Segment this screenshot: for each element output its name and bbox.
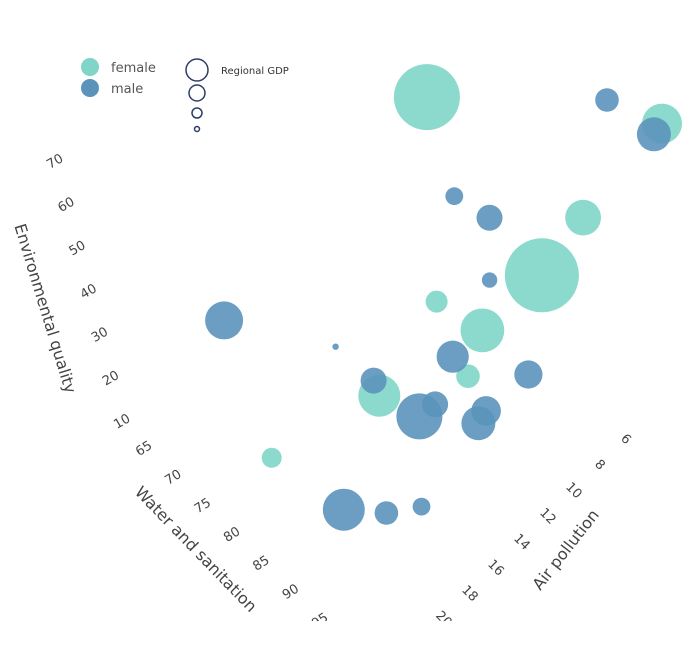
bubble-male-16[interactable] xyxy=(412,497,431,516)
legend-size-sample xyxy=(191,107,203,119)
z-axis-tick-label: 30 xyxy=(89,325,111,346)
bubble-male-8[interactable] xyxy=(514,360,543,389)
y-axis-tick-label: 6 xyxy=(617,431,633,447)
z-axis-tick-label: 50 xyxy=(67,238,89,259)
bubble-male-11[interactable] xyxy=(396,393,443,440)
bubble-female-6[interactable] xyxy=(456,364,480,389)
bubble-female-4[interactable] xyxy=(425,290,448,313)
z-axis-tick-label: 70 xyxy=(44,151,66,172)
legend-size-title: Regional GDP xyxy=(221,66,289,77)
bubble-female-0[interactable] xyxy=(393,64,460,131)
y-axis-tick-label: 12 xyxy=(536,505,558,527)
x-axis-tick-label: 90 xyxy=(280,582,302,603)
bubble-male-5[interactable] xyxy=(205,301,244,340)
legend-size-sample xyxy=(193,125,201,133)
bubble-male-3[interactable] xyxy=(476,204,503,231)
y-axis-tick-label: 18 xyxy=(458,583,480,605)
x-axis-tick-label: 70 xyxy=(162,467,184,488)
bubble-male-7[interactable] xyxy=(436,340,469,373)
bubble-male-4[interactable] xyxy=(481,272,498,288)
bubble-male-15[interactable] xyxy=(374,501,399,525)
y-axis-tick-label: 20 xyxy=(432,608,454,630)
y-axis-tick-label: 8 xyxy=(591,457,607,473)
size-legend xyxy=(185,58,209,133)
legend-female-label[interactable]: female xyxy=(111,61,156,76)
x-axis-tick-label: 80 xyxy=(221,524,243,545)
bubbles xyxy=(205,64,682,531)
legend: female male Regional GDP xyxy=(81,58,289,133)
bubble-male-6[interactable] xyxy=(332,343,339,350)
bubble-female-5[interactable] xyxy=(460,308,505,353)
z-axis-tick-label: 20 xyxy=(100,368,122,389)
bubble-female-2[interactable] xyxy=(565,199,601,236)
bubble-male-0[interactable] xyxy=(595,88,619,112)
bubble-male-14[interactable] xyxy=(322,488,365,531)
bubble-male-9[interactable] xyxy=(360,367,387,394)
legend-male-swatch[interactable] xyxy=(81,79,99,97)
x-axis-tick-label: 65 xyxy=(133,438,155,459)
x-axis-tick-label: 75 xyxy=(192,496,214,517)
legend-size-sample xyxy=(188,84,206,102)
z-axis-tick-label: 40 xyxy=(78,281,100,302)
legend-female-swatch[interactable] xyxy=(81,58,99,76)
bubble-male-1[interactable] xyxy=(636,117,671,152)
y-axis-tick-label: 10 xyxy=(562,480,584,502)
bubble-male-13[interactable] xyxy=(461,406,496,441)
legend-size-sample xyxy=(185,58,209,82)
bubble-male-2[interactable] xyxy=(445,187,464,206)
bubble-female-8[interactable] xyxy=(261,447,282,468)
x-axis-tick-label: 85 xyxy=(250,553,272,574)
axis-ticks: 1020304050607065707580859095681012141618… xyxy=(44,151,633,631)
y-axis-tick-label: 16 xyxy=(484,557,506,579)
x-axis-tick-label: 95 xyxy=(309,610,331,631)
z-axis-tick-label: 60 xyxy=(56,195,78,216)
y-axis-tick-label: 14 xyxy=(510,531,532,553)
bubble-female-3[interactable] xyxy=(504,238,579,313)
z-axis-tick-label: 10 xyxy=(111,411,133,432)
legend-male-label[interactable]: male xyxy=(111,82,143,97)
